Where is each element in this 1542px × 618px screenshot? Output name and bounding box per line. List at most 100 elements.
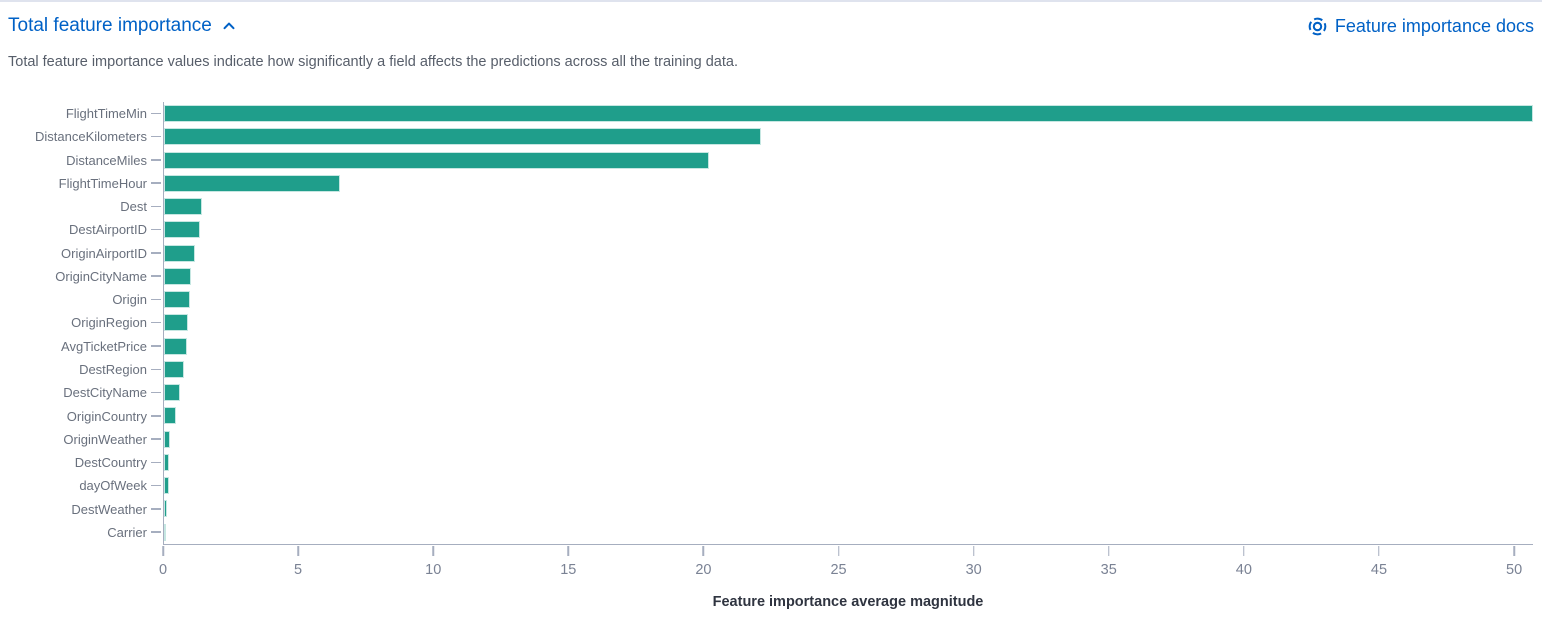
y-axis-tick — [151, 438, 161, 440]
bar-DistanceMiles[interactable] — [164, 151, 710, 169]
bar-row: Carrier — [107, 521, 1533, 544]
y-axis-tick — [151, 182, 161, 184]
bar-DestAirportID[interactable] — [164, 221, 201, 239]
bar-row: DistanceMiles — [66, 149, 1533, 172]
section-description: Total feature importance values indicate… — [8, 54, 738, 70]
y-axis-label: FlightTimeMin — [65, 106, 147, 122]
bar-row: OriginCountry — [67, 404, 1533, 427]
bar-row: DestWeather — [71, 497, 1533, 520]
x-axis-tick-label: 40 — [1235, 562, 1252, 578]
bar-row: OriginRegion — [71, 311, 1533, 334]
y-axis-tick — [151, 112, 161, 115]
y-axis-tick — [151, 484, 161, 487]
bar-FlightTimeMin[interactable] — [164, 105, 1533, 122]
y-axis-label: FlightTimeHour — [58, 175, 147, 191]
y-axis-tick — [151, 298, 161, 301]
x-axis-tick — [1108, 546, 1110, 556]
x-axis-tick-label: 35 — [1100, 562, 1117, 578]
bar-DestRegion[interactable] — [164, 360, 185, 378]
bar-AvgTicketPrice[interactable] — [164, 337, 187, 355]
y-axis-tick — [151, 228, 161, 231]
bar-row: dayOfWeek — [79, 474, 1533, 497]
y-axis-tick — [151, 345, 161, 347]
x-axis-tick-label: 30 — [965, 562, 982, 578]
bar-row: DestCityName — [63, 381, 1533, 404]
x-axis-tick — [972, 546, 975, 556]
x-axis-tick-label: 20 — [695, 562, 712, 578]
y-axis-tick — [151, 159, 161, 161]
y-axis-label: DistanceKilometers — [35, 129, 147, 145]
bar-OriginRegion[interactable] — [164, 314, 189, 332]
y-axis-tick — [151, 415, 161, 417]
y-axis-tick — [151, 391, 161, 394]
y-axis-tick — [151, 461, 161, 464]
y-axis-tick — [151, 321, 161, 324]
bar-OriginCityName[interactable] — [164, 267, 191, 285]
bar-OriginCountry[interactable] — [164, 407, 177, 425]
section-title: Total feature importance — [8, 15, 212, 36]
bar-row: Dest — [120, 195, 1533, 218]
bar-row: FlightTimeHour — [59, 172, 1533, 195]
x-axis-tick — [297, 546, 299, 556]
bar-row: DestAirportID — [69, 218, 1533, 241]
documentation-lifebuoy-icon — [1308, 17, 1327, 36]
y-axis-label: DestWeather — [71, 501, 147, 517]
y-axis-label: DistanceMiles — [66, 152, 147, 168]
x-axis-tick — [837, 546, 840, 556]
x-axis-tick — [702, 546, 705, 556]
bar-row: AvgTicketPrice — [61, 335, 1533, 358]
y-axis-label: Origin — [112, 292, 147, 308]
y-axis-tick — [151, 135, 161, 138]
bar-Dest[interactable] — [164, 198, 202, 216]
bar-OriginAirportID[interactable] — [164, 244, 196, 262]
x-axis-tick-label: 15 — [560, 562, 577, 578]
x-axis-tick — [432, 546, 434, 556]
x-axis-tick — [1378, 546, 1380, 556]
y-axis-tick — [151, 275, 161, 277]
bar-row: DistanceKilometers — [35, 125, 1533, 148]
bar-FlightTimeHour[interactable] — [164, 174, 340, 192]
y-axis-label: DestRegion — [79, 362, 147, 378]
y-axis-label: OriginCountry — [66, 408, 147, 424]
y-axis-tick — [151, 252, 161, 254]
x-axis-tick — [1513, 546, 1515, 556]
y-axis-label: dayOfWeek — [79, 478, 147, 494]
y-axis-label: DestCountry — [74, 455, 147, 471]
bar-row: OriginAirportID — [61, 242, 1533, 265]
bar-row: Origin — [112, 288, 1533, 311]
y-axis-label: OriginAirportID — [61, 245, 147, 261]
x-axis-tick-label: 5 — [294, 562, 303, 578]
feature-importance-docs-link[interactable]: Feature importance docs — [1308, 16, 1534, 37]
x-axis-tick-label: 45 — [1370, 562, 1388, 578]
bar-DistanceKilometers[interactable] — [164, 128, 761, 146]
bar-row: DestCountry — [75, 451, 1533, 474]
y-axis-tick — [151, 531, 161, 533]
bar-row: DestRegion — [79, 358, 1533, 381]
y-axis-label: Dest — [120, 199, 147, 215]
x-axis-title: Feature importance average magnitude — [712, 594, 984, 610]
section-title-toggle[interactable]: Total feature importance — [8, 15, 237, 37]
plot-area: FlightTimeMin DistanceKilometers DistanceM… — [35, 102, 1533, 545]
x-axis-tick — [1243, 546, 1245, 556]
bar-Carrier[interactable] — [164, 523, 166, 541]
bar-row: FlightTimeMin — [66, 102, 1533, 125]
chevron-up-icon[interactable] — [221, 18, 237, 34]
y-axis-tick — [151, 205, 161, 208]
bar-OriginWeather[interactable] — [164, 430, 170, 448]
x-axis-tick-label: 10 — [425, 562, 442, 578]
x-axis-tick-label: 25 — [830, 562, 847, 578]
y-axis-label: Carrier — [107, 524, 147, 540]
y-axis-label: DestCityName — [63, 385, 147, 401]
bar-DestCityName[interactable] — [164, 384, 181, 402]
section-header: Total feature importance Feature importa… — [8, 15, 1534, 37]
bar-dayOfWeek[interactable] — [164, 477, 169, 495]
x-axis-tick-label: 50 — [1506, 562, 1523, 578]
y-axis-tick — [151, 508, 161, 510]
docs-link-label: Feature importance docs — [1334, 15, 1534, 36]
x-axis-tick — [567, 546, 570, 556]
y-axis-tick — [151, 368, 161, 371]
bar-Origin[interactable] — [164, 291, 190, 309]
bar-DestCountry[interactable] — [164, 453, 170, 471]
y-axis-label: OriginRegion — [71, 315, 147, 331]
bar-DestWeather[interactable] — [164, 500, 168, 518]
